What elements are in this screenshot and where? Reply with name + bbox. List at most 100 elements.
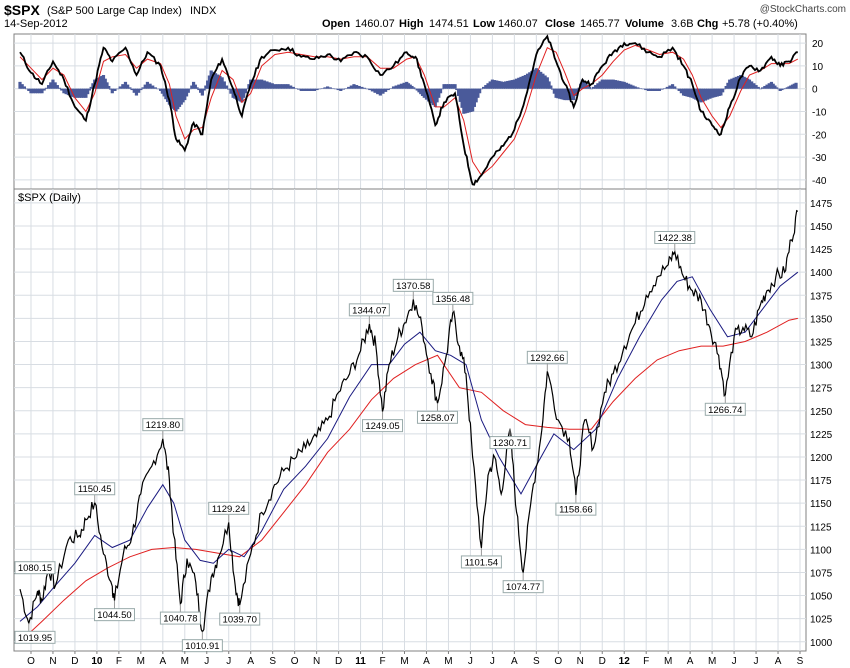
- price-label-text-1: 1019.95: [18, 633, 52, 644]
- histogram-bar-118: [255, 79, 259, 89]
- histogram-bar-119: [257, 79, 262, 89]
- histogram-bar-359: [776, 88, 781, 90]
- histogram-bar-262: [575, 88, 579, 92]
- x-tick-label-21: J: [490, 656, 495, 667]
- histogram-bar-254: [561, 88, 565, 100]
- histogram-bar-268: [586, 85, 590, 89]
- histogram-bar-164: [376, 88, 380, 95]
- price-label-text-12: 1258.07: [420, 413, 454, 424]
- histogram-bar-17: [55, 85, 59, 89]
- histogram-bar-102: [224, 85, 229, 89]
- x-tick-label-1: N: [49, 656, 56, 667]
- histogram-bar-60: [145, 81, 150, 89]
- histogram-bar-350: [758, 88, 763, 90]
- histogram-bar-93: [206, 80, 210, 89]
- open-value: 1460.07: [355, 18, 395, 30]
- histogram-bar-261: [573, 88, 578, 96]
- x-tick-label-6: A: [159, 656, 166, 667]
- histogram-bar-87: [195, 87, 199, 89]
- volume-value: 3.6B: [671, 18, 694, 30]
- histogram-bar-294: [644, 88, 648, 91]
- short-moving-average: [19, 271, 799, 622]
- histogram-bar-200: [453, 84, 457, 89]
- price-y-tick-10: 1250: [810, 407, 833, 418]
- histogram-bar-132: [291, 86, 295, 89]
- histogram-bar-338: [734, 76, 738, 89]
- price-y-tick-6: 1150: [810, 499, 832, 510]
- histogram-bar-369: [794, 82, 798, 89]
- price-label-text-6: 1010.91: [185, 641, 219, 652]
- histogram-bar-86: [193, 84, 197, 89]
- price-label-2: 1150.45: [74, 482, 116, 503]
- price-label-8: 1039.70: [219, 605, 261, 626]
- indicator-y-tick-0: 20: [812, 39, 824, 50]
- histogram-bar-291: [636, 87, 640, 89]
- histogram-bar-361: [780, 88, 784, 91]
- price-y-tick-4: 1100: [810, 545, 832, 556]
- price-label-15: 1101.54: [460, 547, 502, 569]
- price-label-text-2: 1150.45: [78, 484, 112, 495]
- histogram-bar-159: [362, 87, 367, 89]
- price-label-19: 1422.38: [654, 230, 696, 252]
- histogram-bar-225: [501, 81, 505, 89]
- price-annotations: 1080.15 1019.95 1150.45 1044.50 1219.80 1040.…: [14, 230, 746, 653]
- histogram-bar-178: [410, 85, 414, 89]
- histogram-bar-278: [607, 79, 611, 89]
- histogram-bar-129: [283, 84, 288, 89]
- x-tick-label-31: M: [708, 656, 716, 667]
- x-tick-label-10: A: [247, 656, 254, 667]
- histogram-bar-85: [191, 81, 196, 89]
- histogram-bar-107: [235, 88, 239, 100]
- price-label-box-1: [14, 630, 56, 644]
- histogram-bar-271: [591, 86, 596, 89]
- histogram-bar-201: [455, 88, 459, 91]
- histogram-bar-120: [260, 79, 264, 89]
- price-label-box-14: [489, 436, 531, 450]
- histogram-bar-322: [703, 88, 708, 101]
- histogram-bar-333: [724, 85, 728, 89]
- price-y-tick-7: 1175: [810, 476, 832, 487]
- price-label-text-8: 1039.70: [223, 615, 257, 626]
- histogram-bar-75: [174, 88, 178, 112]
- histogram-bar-79: [181, 88, 185, 103]
- histogram-bar-330: [719, 88, 723, 96]
- x-tick-label-2: D: [71, 656, 78, 667]
- histogram-bar-81: [184, 88, 189, 97]
- histogram-bar-135: [299, 88, 303, 91]
- histogram-bar-56: [137, 88, 141, 93]
- price-label-text-19: 1422.38: [658, 233, 692, 244]
- x-tick-label-29: M: [664, 656, 672, 667]
- histogram-bar-250: [554, 88, 558, 98]
- histogram-bar-301: [660, 88, 664, 90]
- histogram-bar-273: [596, 83, 600, 89]
- histogram-bar-96: [211, 71, 215, 89]
- histogram-bar-244: [543, 75, 547, 89]
- price-label-text-20: 1266.74: [708, 405, 742, 416]
- histogram-bar-304: [668, 85, 672, 89]
- price-label-box-17: [526, 350, 568, 364]
- histogram-bar-62: [151, 85, 155, 89]
- histogram-bar-363: [783, 88, 788, 89]
- histogram-bar-152: [344, 88, 348, 89]
- histogram-bar-31: [86, 88, 90, 95]
- histogram-bar-216: [482, 86, 486, 89]
- indicator-main-line: [19, 34, 798, 186]
- price-label-3: 1044.50: [93, 600, 135, 622]
- price-label-text-3: 1044.50: [97, 610, 131, 621]
- indicator-panel: 20 10 0 -10 -20 -30 -40: [13, 33, 827, 190]
- histogram-bar-48: [118, 86, 122, 89]
- histogram-bar-306: [673, 86, 677, 89]
- price-y-tick-14: 1350: [810, 314, 833, 325]
- price-label-text-10: 1249.05: [365, 421, 399, 432]
- histogram-bar-76: [176, 88, 180, 110]
- histogram-bar-14: [49, 82, 53, 89]
- price-y-tick-5: 1125: [810, 522, 832, 533]
- histogram-bar-27: [77, 88, 81, 98]
- histogram-bar-310: [681, 88, 686, 96]
- price-y-tick-12: 1300: [810, 361, 833, 372]
- price-label-box-15: [460, 555, 502, 569]
- price-label-box-4: [142, 418, 184, 432]
- histogram-bar-33: [89, 86, 93, 89]
- histogram-bar-131: [289, 85, 293, 89]
